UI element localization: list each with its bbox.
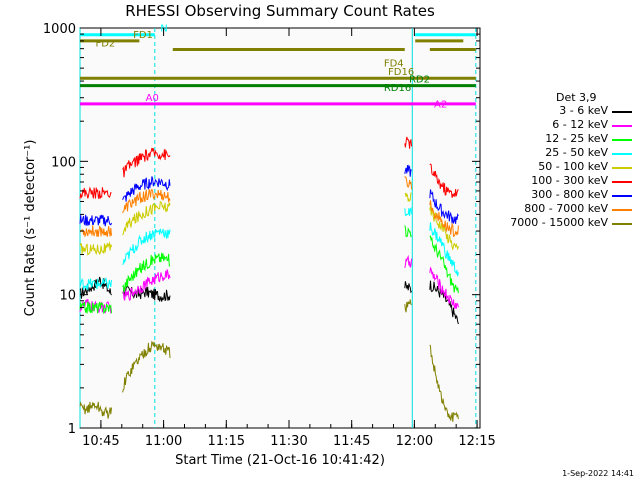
x-tick-label-0: 10:45 <box>82 434 119 449</box>
flag-label-3: FD4 <box>384 58 404 69</box>
legend-swatch <box>612 181 632 183</box>
legend-entry: 7000 - 15000 keV <box>480 216 640 230</box>
x-axis-label: Start Time (21-Oct-16 10:41:42) <box>175 453 385 468</box>
flag-label-5: RD2 <box>409 75 430 86</box>
flag-label-8: A2 <box>434 100 447 111</box>
vertical-markers <box>79 28 477 428</box>
legend-swatch <box>612 195 632 197</box>
x-tick-label-1: 11:00 <box>145 434 182 449</box>
legend-entry: 3 - 6 keV <box>480 104 640 118</box>
legend-swatch <box>612 167 632 169</box>
legend-entry: 6 - 12 keV <box>480 118 640 132</box>
legend-entry: 100 - 300 keV <box>480 174 640 188</box>
legend-label: 100 - 300 keV <box>531 174 608 187</box>
legend-swatch <box>612 209 632 211</box>
plot-frame <box>79 27 481 429</box>
legend-swatch <box>612 125 632 127</box>
legend-swatch <box>612 153 632 155</box>
legend-label: 7000 - 15000 keV <box>510 216 608 229</box>
legend-label: 300 - 800 keV <box>531 188 608 201</box>
y-tick-label-0: 1 <box>68 422 76 437</box>
legend-entry: 12 - 25 keV <box>480 132 640 146</box>
legend-swatch <box>612 139 632 141</box>
plot-area <box>79 27 481 429</box>
y-axis-label: Count Rate (s⁻¹ detector⁻¹) <box>23 140 38 317</box>
y-tick-label-3: 1000 <box>43 22 76 37</box>
flag-label-7: A0 <box>146 93 159 104</box>
y-tick-label-2: 100 <box>51 155 76 170</box>
legend-label: 12 - 25 keV <box>545 132 608 145</box>
legend-label: 6 - 12 keV <box>552 118 608 131</box>
flag-label-2: FD2 <box>95 38 115 49</box>
flag-label-1: FD1 <box>133 30 153 41</box>
x-tick-label-3: 11:30 <box>270 434 307 449</box>
legend-entry: 300 - 800 keV <box>480 188 640 202</box>
legend-entry: 25 - 50 keV <box>480 146 640 160</box>
legend: 3 - 6 keV 6 - 12 keV 12 - 25 keV 25 - 50 ke… <box>480 104 640 230</box>
y-tick-label-1: 10 <box>59 289 76 304</box>
timestamp: 1-Sep-2022 14:41 <box>562 469 634 478</box>
legend-label: 25 - 50 keV <box>545 146 608 159</box>
flag-bars: NFD1FD2FD4FD16RD2RD16A0A2 <box>80 24 476 111</box>
x-tick-label-2: 11:15 <box>208 434 245 449</box>
flag-label-6: RD16 <box>384 83 411 94</box>
axis-ticks: 10:45 11:00 11:15 11:30 11:45 12:00 12:15 1 10 10… <box>43 22 496 449</box>
x-tick-label-4: 11:45 <box>333 434 370 449</box>
legend-swatch <box>612 223 632 225</box>
legend-label: 50 - 100 keV <box>538 160 608 173</box>
chart-title: RHESSI Observing Summary Count Rates <box>125 2 435 20</box>
detector-label: Det 3,9 <box>556 91 597 104</box>
x-tick-label-6: 12:15 <box>458 434 495 449</box>
legend-label: 3 - 6 keV <box>559 104 608 117</box>
legend-label: 800 - 7000 keV <box>524 202 608 215</box>
legend-swatch <box>612 111 632 113</box>
legend-entry: 50 - 100 keV <box>480 160 640 174</box>
legend-entry: 800 - 7000 keV <box>480 202 640 216</box>
x-tick-label-5: 12:00 <box>396 434 433 449</box>
flag-label-4: FD16 <box>388 67 414 78</box>
